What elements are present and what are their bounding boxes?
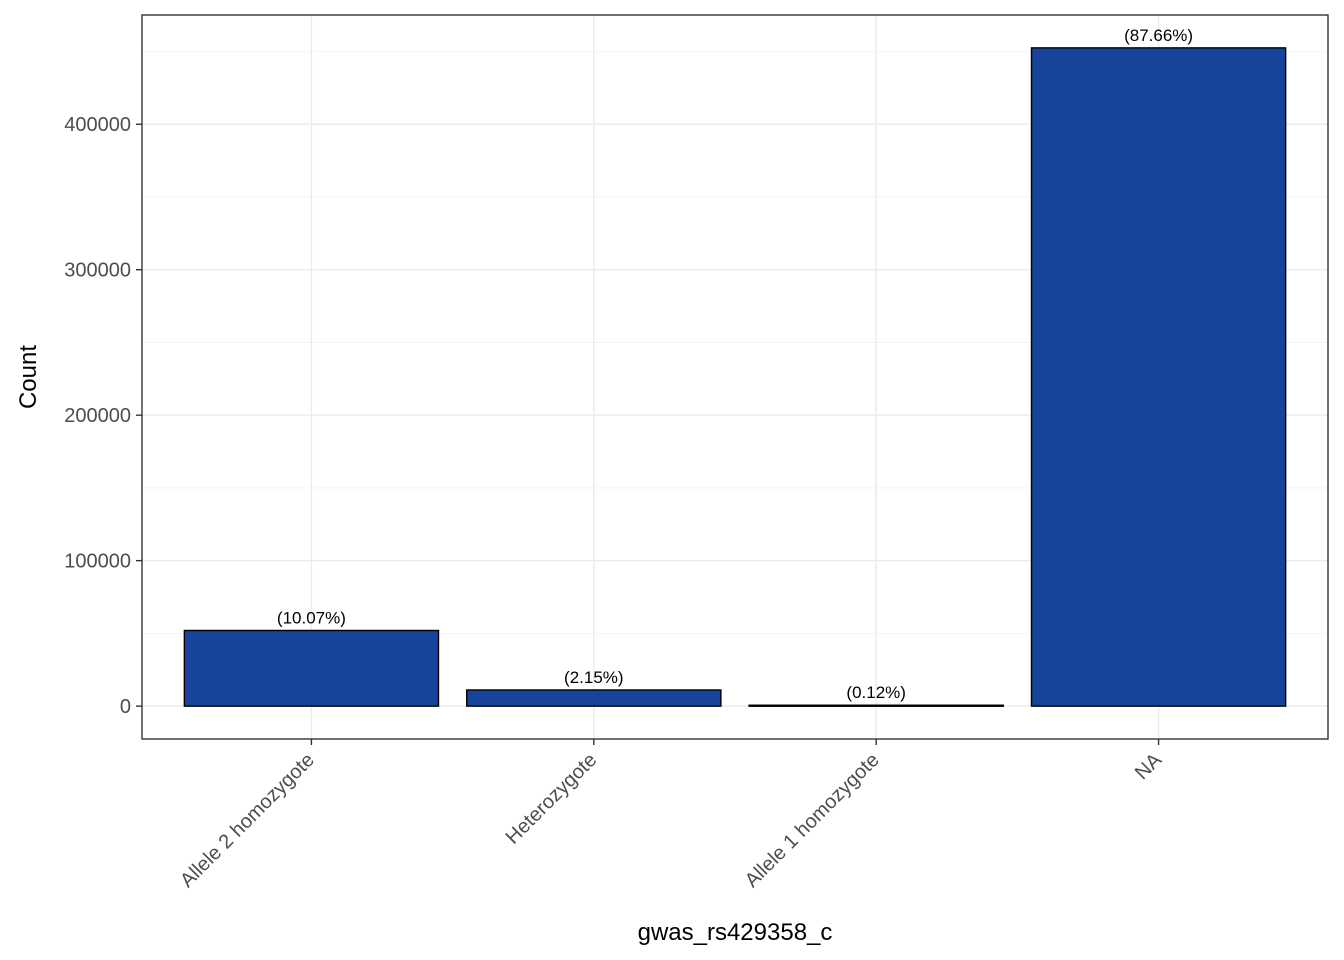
y-tick-label: 400000	[64, 114, 131, 136]
x-tick-label: Allele 1 homozygote	[741, 749, 884, 892]
y-tick-label: 0	[120, 696, 131, 718]
plot-panel-border	[141, 14, 1329, 740]
bar-data-label: (2.15%)	[564, 668, 624, 687]
y-tick-label: 200000	[64, 405, 131, 427]
bar	[466, 689, 722, 707]
y-tick-label: 100000	[64, 551, 131, 573]
bar-data-label: (10.07%)	[277, 608, 346, 627]
x-tick-label: Heterozygote	[502, 749, 602, 849]
bar-data-label: (87.66%)	[1124, 26, 1193, 45]
x-tick-label: Allele 2 homozygote	[176, 749, 319, 892]
data-labels: (10.07%) (2.15%) (0.12%) (87.66%)	[277, 26, 1193, 702]
bar	[748, 704, 1004, 707]
y-axis-title: Count	[15, 345, 42, 409]
x-axis-title: gwas_rs429358_c	[638, 919, 833, 946]
bar-data-label: (0.12%)	[846, 683, 906, 702]
bars	[183, 47, 1287, 707]
bar	[183, 629, 440, 707]
x-tick-label: NA	[1131, 749, 1167, 785]
bar	[1030, 47, 1287, 707]
y-tick-label: 300000	[64, 260, 131, 282]
